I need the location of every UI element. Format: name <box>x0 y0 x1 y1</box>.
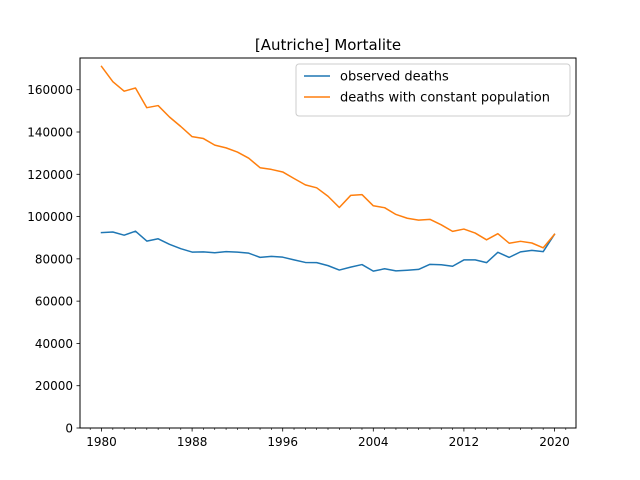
x-tick-label: 2012 <box>449 435 480 449</box>
legend-label-1: deaths with constant population <box>340 91 550 106</box>
y-tick-label: 160000 <box>27 83 73 97</box>
series-line-1 <box>100 65 556 249</box>
y-tick-label: 20000 <box>35 379 73 393</box>
x-axis: 1980 1988 1996 2004 2012 2020 <box>86 428 570 449</box>
x-tick-label: 1988 <box>177 435 208 449</box>
y-axis: 0 20000 40000 60000 80000 100000 120000 140000 1… <box>27 83 80 436</box>
series-line-0 <box>100 230 556 272</box>
x-tick-label: 2004 <box>358 435 389 449</box>
chart-title: [Autriche] Mortalite <box>255 36 401 54</box>
series-layer <box>100 65 556 272</box>
y-tick-label: 120000 <box>27 168 73 182</box>
legend-label-0: observed deaths <box>340 70 449 85</box>
x-tick-label: 1996 <box>267 435 298 449</box>
y-tick-label: 100000 <box>27 210 73 224</box>
legend: observed deaths deaths with constant popu… <box>295 63 571 117</box>
y-tick-label: 60000 <box>35 295 73 309</box>
x-tick-label: 2020 <box>539 435 570 449</box>
x-tick-label: 1980 <box>86 435 117 449</box>
legend-box <box>295 63 571 117</box>
y-tick-label: 140000 <box>27 126 73 140</box>
y-tick-label: 80000 <box>35 252 73 266</box>
y-tick-label: 40000 <box>35 337 73 351</box>
y-tick-label: 0 <box>65 422 73 436</box>
